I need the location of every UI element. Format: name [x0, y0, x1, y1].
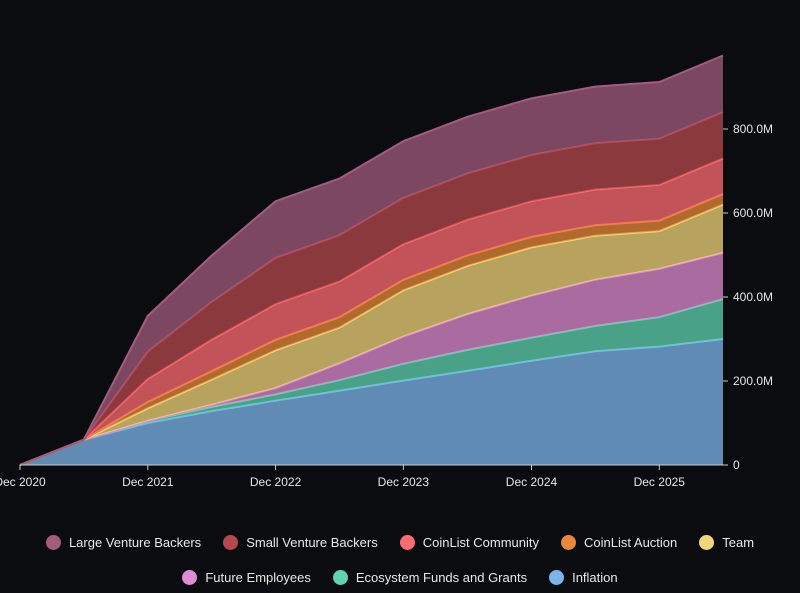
area-series-inflation[interactable] [20, 339, 723, 465]
x-axis-ticks: Dec 2020 Dec 2021 Dec 2022 Dec 2023 Dec 2024… [0, 465, 685, 489]
legend-label: CoinList Auction [584, 535, 678, 550]
area-series-ecosystem-funds-and-grants[interactable] [20, 299, 723, 465]
legend-item-inflation[interactable]: Inflation [549, 570, 618, 585]
legend-swatch [223, 535, 239, 550]
legend-swatch [399, 535, 415, 550]
legend-item-large-venture-backers[interactable]: Large Venture Backers [45, 535, 202, 550]
area-series-future-employees[interactable] [20, 252, 723, 465]
y-tick-label: 400.0M [733, 290, 773, 304]
legend-item-ecosystem-funds-and-grants[interactable]: Ecosystem Funds and Grants [332, 570, 528, 585]
legend-row-2: Future Employees Ecosystem Funds and Gran… [0, 570, 800, 585]
line-series-large-venture-backers [19, 54, 724, 466]
area-series-large-venture-backers[interactable] [20, 55, 723, 466]
legend-item-coinlist-auction[interactable]: CoinList Auction [561, 535, 677, 550]
legend-swatch [699, 535, 715, 550]
legend-row-1: Large Venture Backers Small Venture Backe… [0, 535, 800, 550]
legend-swatch [45, 535, 61, 550]
legend-item-small-venture-backers[interactable]: Small Venture Backers [223, 535, 378, 550]
legend-label: Team [722, 535, 755, 550]
legend-label: Inflation [572, 570, 618, 585]
legend-label: Future Employees [205, 570, 311, 585]
x-tick-label: Dec 2022 [250, 475, 302, 489]
legend-swatch [561, 535, 577, 550]
legend-swatch [549, 570, 565, 585]
x-tick-label: Dec 2024 [506, 475, 558, 489]
legend-label: CoinList Community [422, 535, 540, 550]
legend-swatch [332, 570, 348, 585]
x-tick-label: Dec 2021 [122, 475, 174, 489]
y-tick-label: 600.0M [733, 206, 773, 220]
y-tick-label: 200.0M [733, 374, 773, 388]
area-series-team[interactable] [20, 204, 723, 465]
x-tick-label: Dec 2023 [378, 475, 430, 489]
legend-label: Large Venture Backers [68, 535, 202, 550]
y-axis-ticks: 0 200.0M 400.0M 600.0M 800.0M [723, 122, 773, 472]
area-series-small-venture-backers[interactable] [20, 112, 723, 465]
y-tick-label: 0 [733, 458, 740, 472]
x-tick-label: Dec 2025 [634, 475, 686, 489]
y-tick-label: 800.0M [733, 122, 773, 136]
legend-label: Ecosystem Funds and Grants [355, 570, 528, 585]
legend-item-future-employees[interactable]: Future Employees [182, 570, 311, 585]
x-tick-label: Dec 2020 [0, 475, 46, 489]
legend-item-coinlist-community[interactable]: CoinList Community [399, 535, 540, 550]
legend-swatch [182, 570, 198, 585]
legend-label: Small Venture Backers [246, 535, 378, 550]
legend-item-team[interactable]: Team [699, 535, 754, 550]
chart-areas [19, 54, 724, 466]
stacked-area-chart: Dec 2020 Dec 2021 Dec 2022 Dec 2023 Dec 2024… [0, 54, 773, 489]
